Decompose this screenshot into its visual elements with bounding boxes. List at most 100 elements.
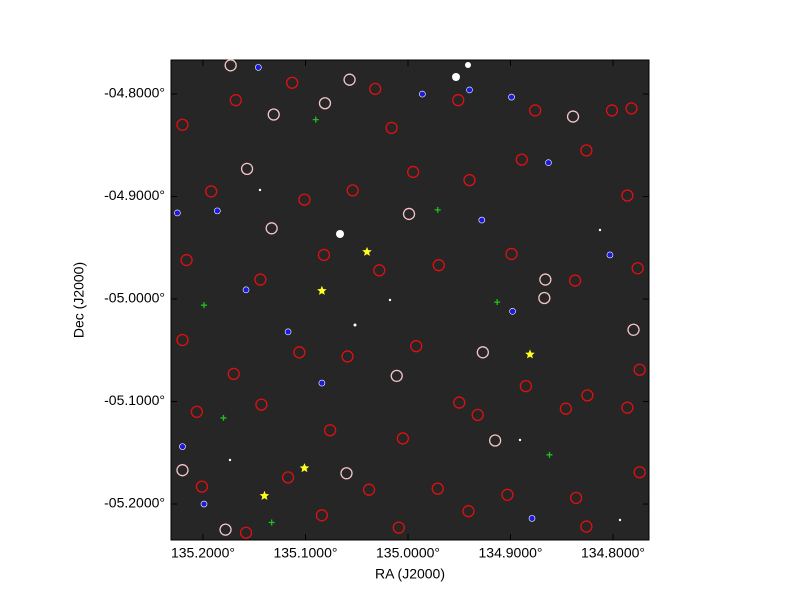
source-dot bbox=[545, 159, 552, 167]
source-ring bbox=[385, 121, 398, 135]
source-dot bbox=[255, 64, 262, 71]
source-dot bbox=[174, 209, 181, 217]
y-tick-label: -04.8000° bbox=[104, 85, 165, 101]
source-plus bbox=[434, 206, 441, 213]
y-tick-label: -04.9000° bbox=[104, 187, 165, 203]
source-dot bbox=[466, 86, 473, 94]
y-tick-label: -05.1000° bbox=[104, 392, 165, 408]
star bbox=[228, 458, 232, 462]
source-dot bbox=[606, 251, 614, 259]
source-ring bbox=[406, 165, 420, 179]
source-ring bbox=[538, 291, 551, 305]
source-ring bbox=[219, 523, 232, 536]
source-ring bbox=[569, 491, 583, 505]
plot-frame bbox=[170, 59, 650, 541]
source-ring bbox=[227, 367, 240, 381]
x-tick-label: 135.0000° bbox=[376, 545, 440, 561]
y-tick-label: -05.2000° bbox=[104, 495, 165, 511]
source-dot bbox=[419, 90, 426, 98]
source-ring bbox=[392, 521, 405, 534]
source-star bbox=[317, 285, 327, 295]
x-tick-label: 135.2000° bbox=[171, 545, 235, 561]
source-ring bbox=[317, 248, 331, 262]
source-ring bbox=[471, 408, 484, 421]
y-tick-label: -05.0000° bbox=[104, 290, 165, 306]
source-ring bbox=[519, 379, 533, 393]
source-ring bbox=[281, 471, 295, 484]
source-ring bbox=[373, 264, 386, 277]
source-dot bbox=[509, 308, 516, 315]
star bbox=[258, 188, 262, 192]
source-dot bbox=[200, 500, 208, 508]
source-ring bbox=[340, 467, 353, 480]
source-dot bbox=[478, 216, 486, 224]
source-ring bbox=[559, 402, 573, 415]
source-ring bbox=[432, 259, 445, 272]
source-ring bbox=[528, 104, 542, 117]
source-ring bbox=[501, 488, 514, 501]
source-ring bbox=[605, 104, 619, 117]
source-ring bbox=[254, 273, 267, 286]
source-ring bbox=[431, 482, 444, 495]
source-ring bbox=[323, 424, 337, 437]
bright-star bbox=[336, 230, 344, 238]
source-ring bbox=[621, 189, 634, 202]
source-ring bbox=[362, 483, 376, 496]
source-ring bbox=[476, 346, 489, 359]
sky-image bbox=[171, 60, 649, 540]
source-ring bbox=[341, 350, 354, 363]
source-ring bbox=[390, 369, 403, 383]
source-ring bbox=[631, 262, 644, 275]
source-dot bbox=[318, 379, 326, 387]
source-plus bbox=[312, 116, 319, 123]
source-ring bbox=[505, 247, 518, 261]
source-ring bbox=[190, 405, 203, 418]
source-ring bbox=[343, 73, 356, 86]
star bbox=[388, 298, 392, 302]
source-plus bbox=[546, 451, 553, 458]
source-ring bbox=[515, 153, 528, 166]
source-plus bbox=[494, 299, 501, 306]
source-ring bbox=[488, 434, 502, 447]
source-ring bbox=[298, 193, 311, 206]
star bbox=[353, 323, 357, 327]
source-ring bbox=[452, 94, 465, 107]
x-axis-label: RA (J2000) bbox=[375, 566, 445, 582]
source-plus bbox=[201, 302, 208, 309]
source-ring bbox=[229, 94, 242, 107]
source-ring bbox=[453, 396, 466, 409]
source-ring bbox=[396, 432, 410, 445]
x-tick-label: 134.8000° bbox=[581, 545, 645, 561]
star bbox=[598, 228, 602, 232]
source-ring bbox=[346, 184, 359, 197]
source-ring bbox=[255, 398, 268, 411]
source-ring bbox=[462, 505, 475, 518]
source-ring bbox=[176, 464, 189, 477]
source-dot bbox=[242, 286, 250, 294]
source-ring bbox=[240, 162, 254, 176]
source-ring bbox=[627, 323, 640, 336]
source-ring bbox=[286, 76, 299, 89]
source-star bbox=[259, 490, 270, 500]
source-plus bbox=[220, 414, 227, 421]
source-ring bbox=[580, 520, 593, 533]
source-ring bbox=[267, 108, 280, 121]
bright-star bbox=[465, 62, 471, 68]
source-dot bbox=[284, 328, 292, 336]
bright-star bbox=[452, 73, 460, 81]
source-ring bbox=[293, 346, 306, 359]
source-dot bbox=[528, 515, 536, 522]
source-plus bbox=[268, 519, 275, 526]
source-ring bbox=[633, 363, 646, 376]
source-ring bbox=[224, 59, 237, 72]
source-star bbox=[362, 246, 372, 256]
source-ring bbox=[205, 185, 218, 198]
source-dot bbox=[508, 93, 515, 101]
source-ring bbox=[621, 401, 634, 414]
source-ring bbox=[315, 509, 329, 522]
source-dot bbox=[179, 443, 186, 450]
star bbox=[618, 518, 622, 522]
source-ring bbox=[633, 466, 646, 479]
